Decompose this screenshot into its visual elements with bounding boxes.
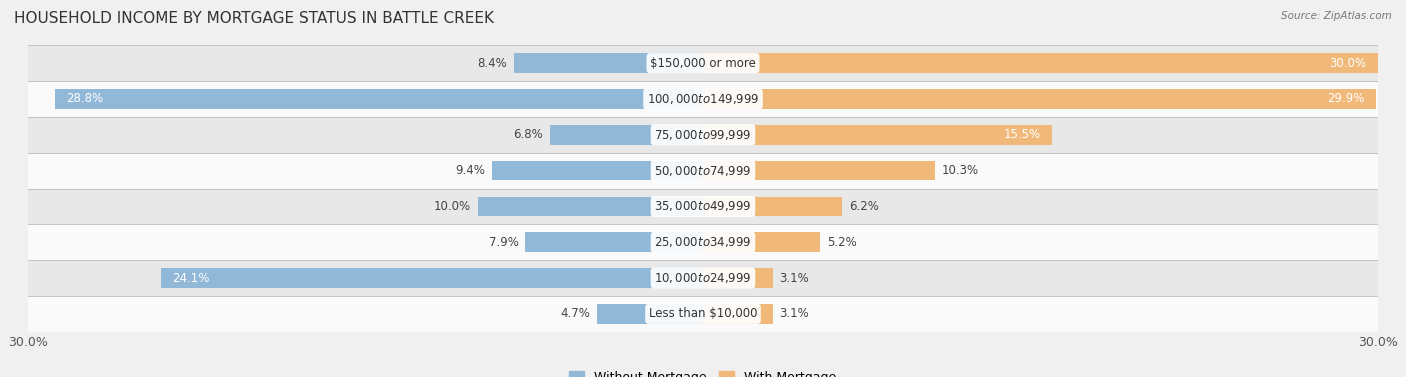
Text: 9.4%: 9.4%	[456, 164, 485, 177]
Text: $150,000 or more: $150,000 or more	[650, 57, 756, 70]
Text: $50,000 to $74,999: $50,000 to $74,999	[654, 164, 752, 178]
Bar	[28, 296, 1378, 332]
Bar	[526, 232, 703, 252]
Bar	[28, 153, 1378, 188]
Text: 28.8%: 28.8%	[66, 92, 104, 106]
Bar	[28, 117, 1378, 153]
Text: 8.4%: 8.4%	[478, 57, 508, 70]
Bar	[703, 53, 1378, 73]
Text: $10,000 to $24,999: $10,000 to $24,999	[654, 271, 752, 285]
Bar	[703, 196, 842, 216]
Bar	[492, 161, 703, 181]
Text: 29.9%: 29.9%	[1327, 92, 1364, 106]
Text: 3.1%: 3.1%	[779, 271, 810, 285]
Bar	[28, 224, 1378, 260]
Bar	[703, 161, 935, 181]
Bar	[703, 268, 773, 288]
Bar	[703, 89, 1375, 109]
Text: 10.3%: 10.3%	[942, 164, 979, 177]
Text: 5.2%: 5.2%	[827, 236, 856, 249]
Bar	[28, 260, 1378, 296]
Bar	[703, 232, 820, 252]
Bar	[55, 89, 703, 109]
Text: $35,000 to $49,999: $35,000 to $49,999	[654, 199, 752, 213]
Bar	[598, 304, 703, 324]
Bar	[550, 125, 703, 145]
Text: 3.1%: 3.1%	[779, 307, 810, 320]
Text: 7.9%: 7.9%	[489, 236, 519, 249]
Text: Less than $10,000: Less than $10,000	[648, 307, 758, 320]
Text: 15.5%: 15.5%	[1004, 128, 1040, 141]
Text: 6.8%: 6.8%	[513, 128, 543, 141]
Text: 6.2%: 6.2%	[849, 200, 879, 213]
Bar	[703, 125, 1052, 145]
Legend: Without Mortgage, With Mortgage: Without Mortgage, With Mortgage	[564, 366, 842, 377]
Bar	[28, 188, 1378, 224]
Text: 10.0%: 10.0%	[434, 200, 471, 213]
Bar	[28, 81, 1378, 117]
Text: Source: ZipAtlas.com: Source: ZipAtlas.com	[1281, 11, 1392, 21]
Text: 4.7%: 4.7%	[561, 307, 591, 320]
Bar	[515, 53, 703, 73]
Bar	[28, 45, 1378, 81]
Bar	[160, 268, 703, 288]
Bar	[703, 304, 773, 324]
Bar	[478, 196, 703, 216]
Text: 24.1%: 24.1%	[172, 271, 209, 285]
Text: $25,000 to $34,999: $25,000 to $34,999	[654, 235, 752, 249]
Text: $100,000 to $149,999: $100,000 to $149,999	[647, 92, 759, 106]
Text: $75,000 to $99,999: $75,000 to $99,999	[654, 128, 752, 142]
Text: 30.0%: 30.0%	[1330, 57, 1367, 70]
Text: HOUSEHOLD INCOME BY MORTGAGE STATUS IN BATTLE CREEK: HOUSEHOLD INCOME BY MORTGAGE STATUS IN B…	[14, 11, 494, 26]
